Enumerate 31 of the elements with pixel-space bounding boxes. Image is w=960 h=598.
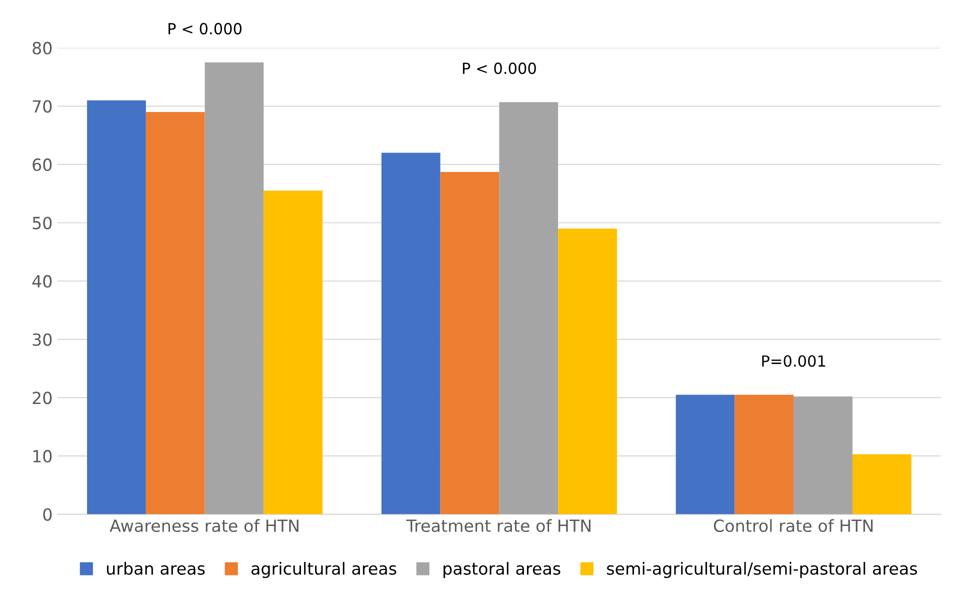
bar — [204, 62, 264, 514]
annotation: P=0.001 — [762, 355, 826, 367]
y-tick-label: 10 — [33, 450, 52, 463]
y-tick-label: 60 — [32, 158, 52, 172]
x-tick-label: Control rate of HTN — [714, 519, 873, 532]
bar — [146, 112, 205, 514]
bar — [734, 394, 794, 514]
x-tick-label: Awareness rate of HTN — [110, 519, 298, 532]
y-tick-label: 70 — [32, 100, 52, 113]
y-tick-label: 50 — [32, 216, 52, 230]
bar — [794, 396, 852, 514]
bar — [264, 190, 323, 514]
y-tick-label: 20 — [32, 392, 52, 404]
legend-label: semi-agricultural/semi-pastoral areas — [607, 562, 918, 578]
legend-label: agricultural areas — [251, 562, 396, 578]
bar — [87, 100, 146, 514]
annotation: P < 0.000 — [462, 62, 536, 74]
text: P < 0.000 — [168, 22, 242, 34]
legend-label: pastoral areas — [444, 562, 560, 578]
bar — [440, 172, 500, 514]
bar — [381, 152, 440, 514]
bar — [558, 228, 617, 514]
bar — [676, 394, 735, 514]
bar — [852, 454, 912, 514]
legend-label: urban areas — [107, 562, 205, 575]
y-tick-label: 40 — [32, 275, 52, 288]
y-tick-label: 30 — [32, 333, 52, 346]
y-tick-label: 0 — [43, 508, 52, 521]
y-tick-label: 80 — [32, 42, 52, 54]
bar — [499, 102, 558, 514]
x-tick-label: Treatment rate of HTN — [406, 519, 590, 532]
